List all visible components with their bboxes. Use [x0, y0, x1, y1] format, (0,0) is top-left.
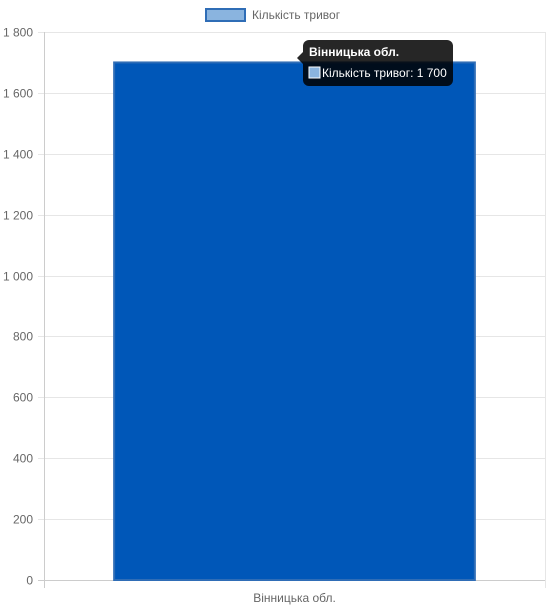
y-tick-label: 1 000 — [3, 270, 33, 284]
legend-swatch[interactable] — [205, 8, 246, 22]
tooltip-pointer — [297, 52, 303, 64]
x-tick-label: Вінницька обл. — [253, 591, 336, 605]
bar[interactable] — [113, 61, 476, 581]
tooltip-swatch — [308, 66, 321, 79]
y-tick-label: 200 — [13, 513, 33, 527]
y-tick-label: 1 400 — [3, 148, 33, 162]
tooltip: Вінницька обл. Кількість тривог: 1 700 — [297, 40, 453, 86]
y-tick-label: 1 200 — [3, 209, 33, 223]
y-tick-label: 400 — [13, 452, 33, 466]
y-tick-label: 1 800 — [3, 26, 33, 40]
legend-label[interactable]: Кількість тривог — [252, 8, 341, 22]
y-tick-label: 800 — [13, 330, 33, 344]
legend[interactable]: Кількість тривог — [205, 8, 341, 22]
tooltip-box — [303, 40, 453, 86]
tooltip-body: Кількість тривог: 1 700 — [322, 66, 447, 80]
y-tick-label: 0 — [26, 574, 33, 588]
y-tick-label: 1 600 — [3, 87, 33, 101]
y-tick-label: 600 — [13, 391, 33, 405]
bars — [113, 61, 476, 581]
tooltip-title: Вінницька обл. — [309, 45, 399, 59]
